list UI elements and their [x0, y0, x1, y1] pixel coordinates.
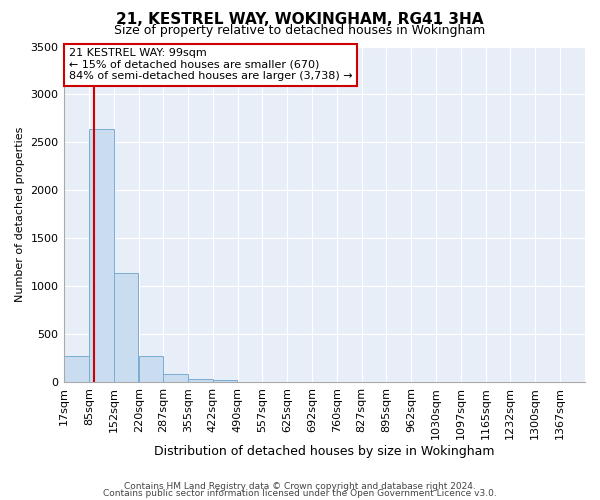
Bar: [163, 374, 188, 382]
Bar: [89, 129, 114, 382]
Bar: [213, 380, 238, 382]
Text: Size of property relative to detached houses in Wokingham: Size of property relative to detached ho…: [115, 24, 485, 37]
Text: 21 KESTREL WAY: 99sqm
← 15% of detached houses are smaller (670)
84% of semi-det: 21 KESTREL WAY: 99sqm ← 15% of detached …: [69, 48, 352, 82]
Bar: [139, 356, 163, 382]
X-axis label: Distribution of detached houses by size in Wokingham: Distribution of detached houses by size …: [154, 444, 494, 458]
Text: 21, KESTREL WAY, WOKINGHAM, RG41 3HA: 21, KESTREL WAY, WOKINGHAM, RG41 3HA: [116, 12, 484, 28]
Text: Contains HM Land Registry data © Crown copyright and database right 2024.: Contains HM Land Registry data © Crown c…: [124, 482, 476, 491]
Bar: [188, 378, 213, 382]
Text: Contains public sector information licensed under the Open Government Licence v3: Contains public sector information licen…: [103, 490, 497, 498]
Bar: [114, 273, 139, 382]
Bar: [64, 356, 89, 382]
Y-axis label: Number of detached properties: Number of detached properties: [15, 126, 25, 302]
